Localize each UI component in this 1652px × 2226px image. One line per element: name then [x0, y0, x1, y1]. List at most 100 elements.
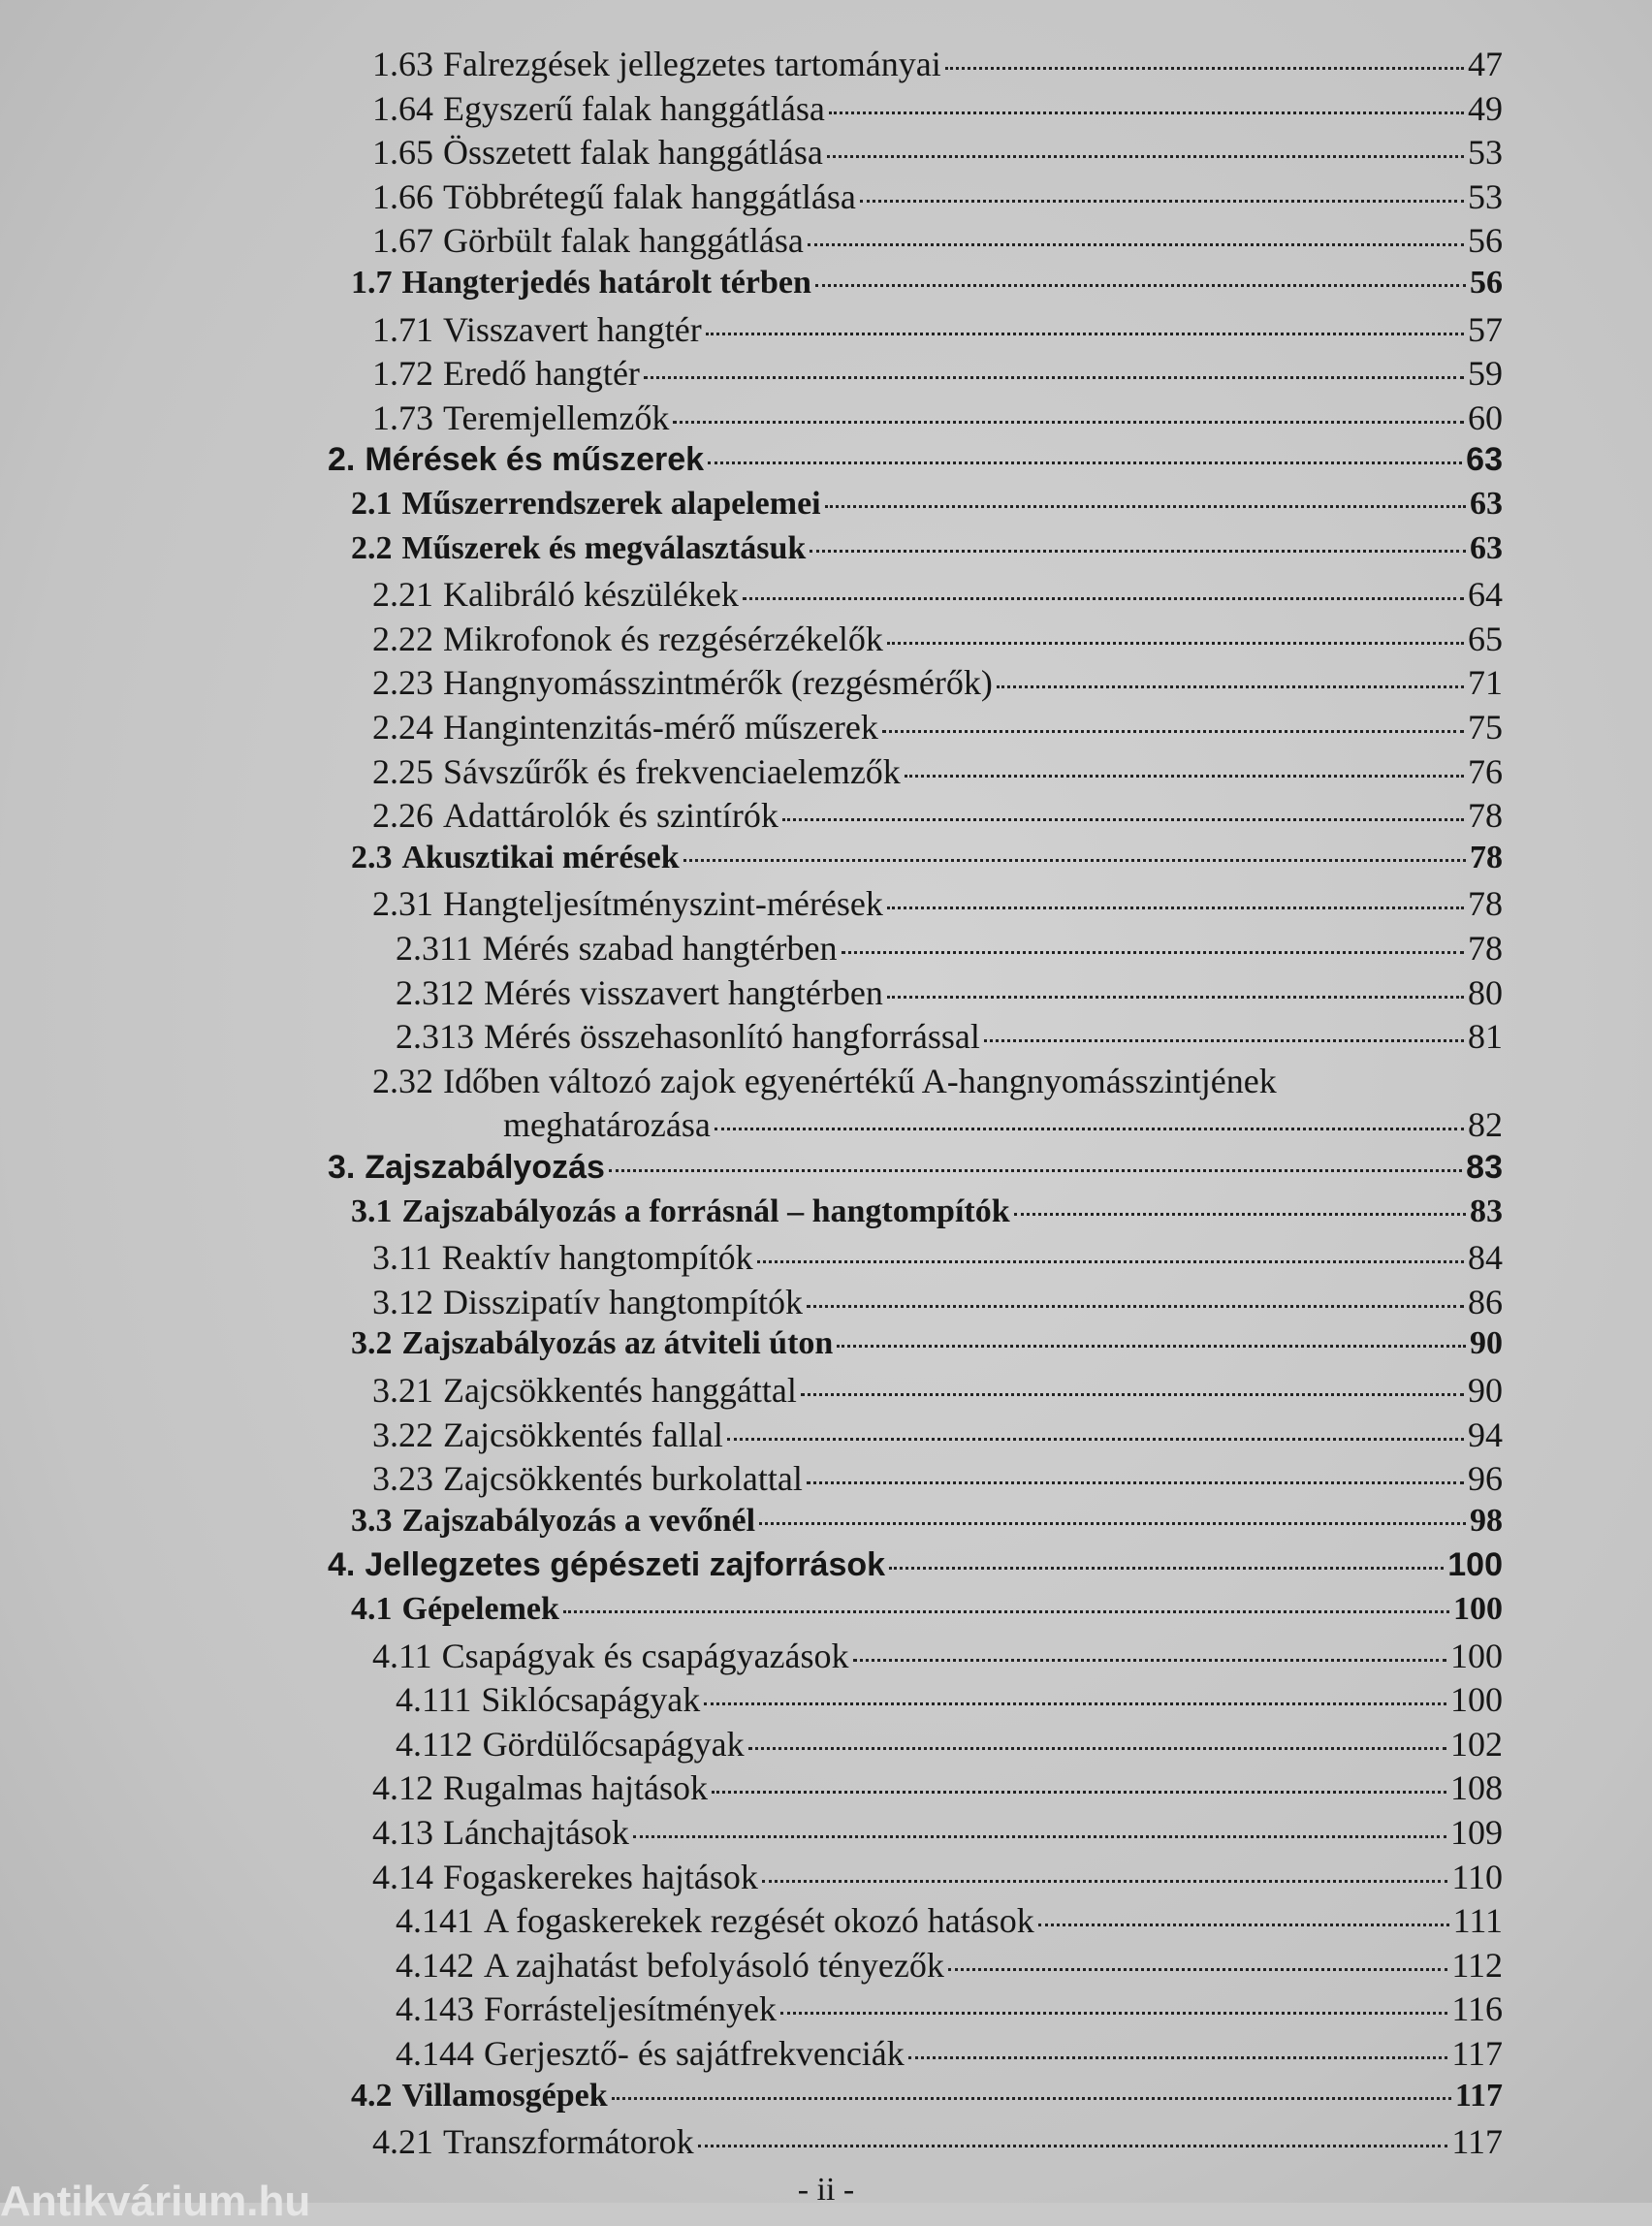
toc-number: 3.21 — [372, 1371, 433, 1410]
dot-leader — [886, 641, 1464, 645]
toc-title: Időben változó zajok egyenértékű A-hangn… — [443, 1061, 1277, 1100]
toc-page: 117 — [1454, 2077, 1503, 2114]
toc-title: Rugalmas hajtások — [443, 1768, 708, 1808]
toc-title: Gerjesztő- és sajátfrekvenciák — [484, 2034, 905, 2073]
toc-title: Zajszabályozás — [365, 1149, 605, 1186]
toc-page: 71 — [1468, 663, 1503, 703]
toc-page: 78 — [1468, 929, 1503, 968]
toc-number: 4.111 — [396, 1680, 472, 1720]
toc-number: 1.71 — [372, 309, 433, 349]
dot-leader — [807, 243, 1464, 247]
toc-number: 4.11 — [372, 1636, 432, 1675]
toc-page: 90 — [1470, 1325, 1503, 1362]
dot-leader — [608, 1169, 1463, 1172]
toc-title: Mérés szabad hangtérben — [482, 929, 838, 968]
toc-title: Lánchajtások — [443, 1813, 629, 1852]
dot-leader — [726, 1437, 1464, 1441]
toc-number: 4. — [328, 1546, 356, 1584]
toc-page: 83 — [1470, 1192, 1503, 1229]
toc-page: 102 — [1450, 1724, 1503, 1764]
dot-leader — [944, 67, 1464, 70]
dot-leader — [810, 549, 1466, 553]
toc-number: 3.22 — [372, 1415, 433, 1454]
toc-page: 53 — [1468, 133, 1503, 173]
dot-leader — [673, 420, 1464, 424]
toc-row: 4.144 Gerjesztő- és sajátfrekvenciák 117 — [396, 2033, 1503, 2078]
toc-row: 3.21 Zajcsökkentés hanggáttal 90 — [372, 1370, 1503, 1415]
toc-number: 1.7 — [351, 265, 393, 301]
dot-leader — [806, 1304, 1464, 1308]
toc-page: 75 — [1468, 708, 1503, 747]
toc-number: 1.65 — [372, 133, 433, 173]
toc-page: 59 — [1468, 354, 1503, 394]
toc-page: 63 — [1466, 441, 1503, 479]
dot-leader — [697, 2145, 1448, 2148]
toc-title: Villamosgépek — [401, 2077, 608, 2114]
dot-leader — [704, 1702, 1446, 1706]
toc-number: 2. — [328, 441, 356, 479]
toc-row: 1.73 Teremjellemzők 60 — [372, 398, 1503, 442]
dot-leader — [742, 597, 1464, 601]
toc-row: 3.2 Zajszabályozás az átviteli úton 90 — [351, 1325, 1503, 1370]
toc-number: 1.73 — [372, 398, 433, 437]
dot-leader — [779, 2012, 1448, 2016]
toc-title: Mérés összehasonlító hangforrással — [484, 1017, 980, 1057]
toc-page: 64 — [1468, 575, 1503, 615]
toc-page: 63 — [1470, 486, 1503, 522]
toc-number: 4.1 — [351, 1591, 393, 1627]
toc-title: Gördülőcsapágyak — [482, 1724, 745, 1764]
toc-number: 2.2 — [351, 529, 393, 566]
toc-page: 53 — [1468, 176, 1503, 216]
toc-number: 2.23 — [372, 663, 433, 703]
toc-row: 1.66 Többrétegű falak hanggátlása 53 — [372, 176, 1503, 221]
toc-number: 2.311 — [396, 929, 473, 968]
toc-row: 1.7 Hangterjedés határolt térben 56 — [351, 265, 1503, 309]
dot-leader — [711, 1791, 1446, 1795]
dot-leader — [683, 858, 1466, 862]
toc-row: 3.23 Zajcsökkentés burkolattal 96 — [372, 1458, 1503, 1503]
toc-number: 3. — [328, 1149, 356, 1186]
toc-number: 4.14 — [372, 1857, 433, 1896]
toc-row: 2.21 Kalibráló készülékek 64 — [372, 574, 1503, 619]
toc-title: Reaktív hangtompítók — [441, 1238, 753, 1278]
toc-title: Falrezgések jellegzetes tartományai — [443, 45, 941, 83]
toc-page: 117 — [1451, 2034, 1503, 2073]
toc-page: 56 — [1468, 221, 1503, 261]
toc-page: 76 — [1468, 751, 1503, 791]
dot-leader — [904, 774, 1464, 778]
dot-leader — [643, 376, 1464, 380]
toc-title: Zajszabályozás az átviteli úton — [401, 1325, 834, 1362]
dot-leader — [800, 1393, 1464, 1396]
toc-title: Zajcsökkentés fallal — [443, 1415, 723, 1454]
toc-title: Zajcsökkentés burkolattal — [443, 1459, 803, 1499]
dot-leader — [632, 1835, 1446, 1838]
toc-number: 2.26 — [372, 796, 433, 836]
toc-number: 3.1 — [351, 1192, 393, 1229]
toc-page: 109 — [1450, 1813, 1503, 1852]
toc-title: Adattárolók és szintírók — [443, 796, 778, 836]
dot-leader — [756, 1260, 1464, 1264]
toc-row: 2.31 Hangteljesítményszint-mérések 78 — [372, 883, 1503, 928]
toc-row: 3.12 Disszipatív hangtompítók 86 — [372, 1282, 1503, 1326]
toc-title: Zajszabályozás a forrásnál – hangtompító… — [401, 1192, 1010, 1229]
dot-leader — [611, 2096, 1451, 2100]
toc-row: 4.21 Transzformátorok 117 — [372, 2121, 1503, 2166]
toc-page: 116 — [1451, 1989, 1503, 2029]
toc-title: Görbült falak hanggátlása — [443, 221, 804, 261]
toc-row: 3.11 Reaktív hangtompítók 84 — [372, 1237, 1503, 1282]
dot-leader — [806, 1481, 1464, 1485]
toc-page: 49 — [1468, 88, 1503, 128]
toc-number: 2.32 — [372, 1061, 433, 1100]
toc-row: 3.1 Zajszabályozás a forrásnál – hangtomp… — [351, 1193, 1503, 1238]
toc-page: 100 — [1453, 1591, 1503, 1627]
toc-row: 2.312 Mérés visszavert hangtérben 80 — [396, 972, 1503, 1017]
toc-page: 112 — [1451, 1945, 1503, 1985]
toc-page: 94 — [1468, 1415, 1503, 1454]
toc-number: 4.143 — [396, 1989, 474, 2029]
dot-leader — [859, 199, 1464, 203]
page-footer: - ii - — [797, 2172, 855, 2208]
toc-number: 4.142 — [396, 1945, 474, 1985]
toc-page: 100 — [1450, 1680, 1503, 1720]
dot-leader — [781, 818, 1464, 822]
